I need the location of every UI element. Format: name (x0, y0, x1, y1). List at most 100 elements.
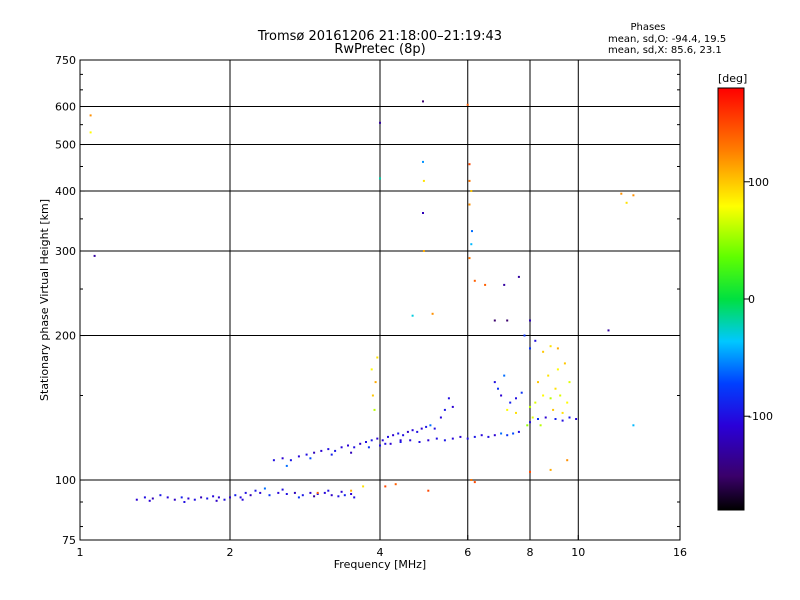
data-point (563, 362, 566, 365)
data-point (497, 387, 499, 390)
data-point (411, 429, 414, 432)
data-point (379, 444, 381, 447)
data-point (447, 397, 450, 400)
data-point (561, 419, 564, 422)
data-point (549, 397, 552, 400)
colorbar-ticks: 100 0 -100 (744, 176, 773, 423)
colorbar (717, 87, 745, 511)
data-point (554, 418, 557, 420)
data-point (515, 397, 517, 400)
data-point (529, 421, 531, 424)
data-point (389, 442, 392, 445)
data-point (268, 494, 271, 497)
data-point (537, 418, 539, 420)
data-point (451, 437, 454, 440)
data-point (531, 416, 534, 419)
data-point (506, 408, 509, 411)
data-point (316, 491, 319, 494)
data-point (534, 339, 537, 342)
y-tick-label: 750 (55, 54, 76, 67)
stats-heading: Phases (630, 22, 665, 33)
data-point (370, 368, 373, 371)
data-point (625, 201, 628, 204)
data-point (512, 432, 515, 435)
data-point (93, 254, 96, 257)
data-point (473, 435, 476, 438)
data-point (285, 493, 288, 495)
grid (80, 60, 680, 540)
chart-subtitle: RwPretec (8p) (334, 42, 425, 57)
data-point (340, 446, 343, 449)
data-point (387, 435, 389, 438)
data-point (173, 498, 176, 501)
data-point (374, 381, 377, 384)
data-point (148, 499, 151, 502)
data-point (239, 496, 242, 499)
stats-line-x: mean, sd,X: 85.6, 23.1 (608, 45, 722, 56)
x-ticks: 1 2 4 6 8 10 16 (77, 535, 687, 559)
colorbar-label: [deg] (718, 72, 747, 85)
colorbar-tick-label: 100 (748, 176, 769, 189)
data-point (503, 283, 506, 286)
data-point (537, 381, 539, 384)
data-point (470, 479, 473, 481)
data-point (466, 103, 469, 106)
data-point (166, 496, 169, 499)
data-point (330, 453, 333, 456)
y-tick-label: 300 (55, 245, 76, 258)
data-point (556, 368, 559, 371)
data-point (484, 283, 487, 286)
data-point (200, 496, 203, 499)
data-point (313, 495, 316, 498)
data-point (547, 374, 550, 377)
data-point (439, 416, 442, 419)
x-tick-label: 6 (464, 546, 471, 559)
data-point (399, 439, 402, 442)
data-point (327, 448, 330, 451)
data-point (301, 494, 304, 497)
data-point (451, 405, 454, 408)
data-point (575, 418, 578, 420)
data-point (520, 391, 523, 394)
data-point (371, 394, 374, 397)
data-point (159, 494, 162, 497)
data-point (277, 491, 280, 494)
x-axis-label: Frequency [MHz] (334, 558, 426, 571)
data-point (359, 442, 362, 445)
data-point (561, 411, 564, 414)
data-point (373, 408, 376, 411)
data-point (402, 434, 405, 437)
data-point (215, 499, 218, 502)
data-point (493, 319, 496, 322)
data-point (143, 496, 146, 499)
data-point (289, 459, 292, 462)
data-point (539, 424, 542, 427)
data-point (620, 192, 623, 195)
data-point (353, 446, 356, 449)
data-point (193, 498, 196, 501)
data-point (183, 501, 186, 503)
y-tick-label: 400 (55, 185, 76, 198)
data-point (559, 394, 562, 397)
data-point (399, 441, 402, 443)
data-point (337, 495, 340, 498)
data-point (223, 498, 226, 501)
data-point (367, 446, 370, 449)
data-point (422, 212, 424, 214)
data-point (470, 190, 473, 192)
x-tick-label: 16 (673, 546, 687, 559)
data-point (89, 114, 92, 117)
data-point (568, 381, 571, 384)
data-point (379, 121, 381, 124)
colorbar-tick-label: 0 (748, 293, 755, 306)
data-point (435, 437, 438, 440)
data-point (529, 347, 531, 350)
data-point (297, 455, 300, 458)
data-point (517, 275, 520, 278)
data-point (552, 408, 555, 411)
data-point (566, 401, 569, 404)
data-point (425, 425, 428, 428)
data-point (392, 434, 395, 437)
y-tick-label: 200 (55, 330, 76, 343)
data-point (473, 279, 476, 282)
